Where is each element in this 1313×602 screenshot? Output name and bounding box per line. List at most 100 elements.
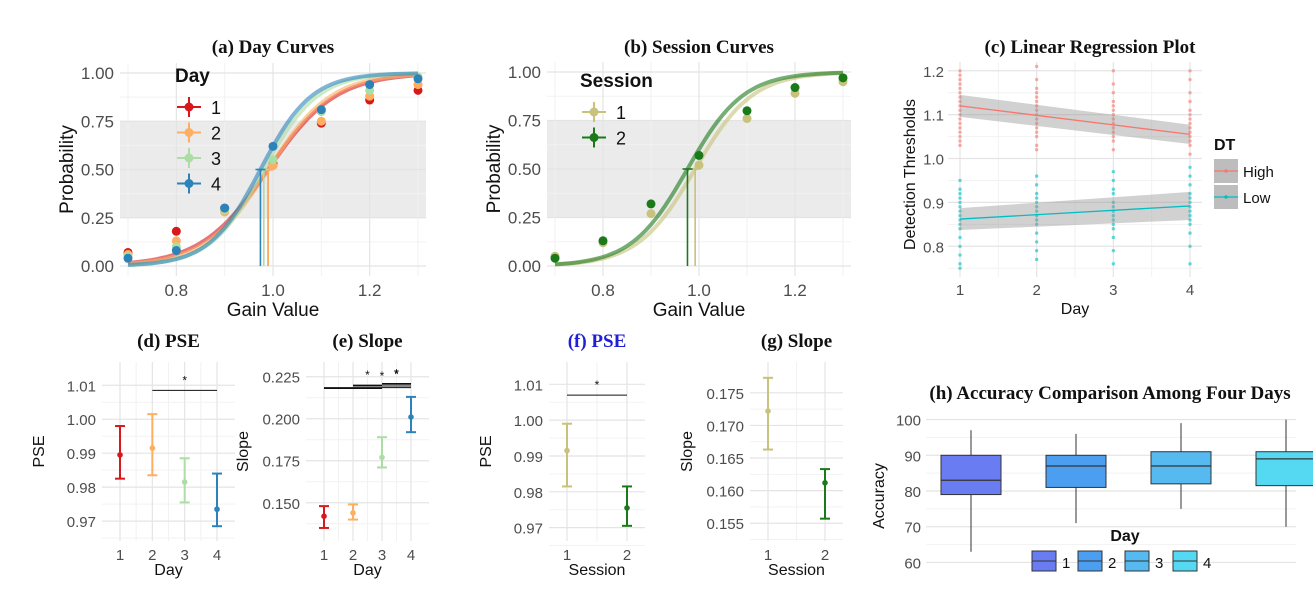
y-axis-label: Probability (484, 124, 505, 213)
scatter-point (1188, 69, 1192, 73)
scatter-point (1111, 148, 1116, 152)
x-tick-label: 2 (349, 547, 357, 564)
confidence-band-Low (960, 191, 1190, 231)
scatter-point (1188, 213, 1192, 218)
x-axis-label: Session (569, 562, 626, 579)
scatter-point (1188, 244, 1192, 248)
legend-key-point (1224, 195, 1228, 199)
y-tick-label: 0.00 (81, 257, 114, 276)
scatter-point (1188, 91, 1192, 95)
scatter-point (1188, 77, 1192, 82)
scatter-point (958, 134, 962, 139)
legend-title: Day (175, 66, 210, 87)
scatter-point (1034, 209, 1039, 213)
y-axis-label: Slope (235, 431, 252, 472)
scatter-point (1034, 196, 1039, 200)
data-point (171, 246, 181, 256)
scatter-point (958, 253, 962, 257)
y-tick-label: 0.175 (262, 454, 300, 471)
mean-point (765, 408, 771, 414)
scatter-point (1034, 130, 1039, 134)
x-tick-label: 2 (148, 547, 156, 564)
scatter-point (1034, 121, 1039, 126)
y-tick-label: 0.00 (508, 257, 541, 276)
scatter-point (1034, 257, 1039, 262)
scatter-point (1034, 86, 1039, 91)
data-point (694, 160, 704, 170)
legend-label: 1 (616, 103, 626, 123)
scatter-point (1034, 117, 1039, 121)
scatter-point (1034, 174, 1039, 178)
x-axis-label: Day (353, 562, 381, 579)
box-day-4 (1255, 451, 1313, 487)
panel-c: 0.8 0.9 1.0 1.1 1.2 1 2 3 4 Day Detection Threshol… (902, 37, 1274, 318)
panel-title: (e) Slope (332, 331, 402, 352)
x-tick-label: 1 (563, 547, 571, 564)
mean-point (379, 454, 385, 461)
scatter-point (1034, 222, 1039, 227)
legend-label: 1 (1062, 555, 1070, 572)
scatter-point (1034, 104, 1039, 108)
scatter-point (1111, 117, 1116, 121)
significance-star: * (182, 373, 187, 387)
legend-label: 2 (616, 129, 626, 149)
scatter-point (958, 69, 962, 73)
y-tick-label: 0.25 (81, 209, 114, 228)
panel-title: (b) Session Curves (624, 37, 774, 58)
scatter-point (1111, 69, 1116, 73)
y-tick-label: 1.1 (923, 108, 944, 125)
scatter-point (1111, 134, 1116, 139)
scatter-point (958, 178, 962, 183)
scatter-point (1034, 77, 1039, 82)
y-tick-label: 0.150 (262, 496, 300, 513)
panel-title: (f) PSE (568, 331, 627, 352)
scatter-point (1034, 108, 1039, 112)
legend-label: 1 (211, 98, 221, 118)
x-axis-label: Day (154, 562, 182, 579)
box-day-2 (1045, 454, 1107, 488)
scatter-point (958, 126, 962, 130)
scatter-point (1034, 240, 1039, 244)
scatter-point (958, 227, 962, 231)
x-tick-label: 2 (821, 547, 829, 564)
scatter-point (958, 112, 962, 117)
panel-title: (d) PSE (137, 331, 200, 352)
panel-a: 0.00 0.25 0.50 0.75 1.00 0.8 1.0 1.2 Gain Value P… (57, 37, 426, 321)
y-tick-label: 0.50 (81, 161, 114, 180)
data-point (413, 74, 423, 84)
panel-title: (h) Accuracy Comparison Among Four Days (929, 383, 1290, 404)
y-tick-label: 0.225 (262, 370, 300, 387)
y-tick-label: 1.00 (81, 64, 114, 83)
data-point (550, 253, 560, 263)
scatter-point (1188, 117, 1192, 121)
mean-point (564, 447, 570, 454)
y-tick-label: 0.98 (514, 485, 543, 502)
y-tick-label: 1.01 (67, 378, 96, 395)
scatter-point (1111, 139, 1116, 143)
legend-key-point (589, 133, 599, 142)
scatter-point (1111, 91, 1116, 95)
scatter-point (1111, 178, 1116, 183)
scatter-point (1111, 126, 1116, 130)
x-tick-label: 0.8 (591, 281, 615, 300)
mean-point (408, 414, 414, 420)
scatter-point (1034, 191, 1039, 196)
scatter-point (958, 266, 962, 270)
y-tick-label: 0.155 (706, 516, 744, 533)
scatter-point (1188, 209, 1192, 213)
scatter-point (1034, 200, 1039, 205)
mean-point (214, 506, 220, 513)
legend-title: Day (1110, 528, 1139, 545)
box-day-3 (1150, 451, 1212, 485)
panel-title: (c) Linear Regression Plot (985, 37, 1197, 58)
legend-title: DT (1214, 137, 1236, 154)
scatter-point (1188, 121, 1192, 126)
significance-star: * (595, 378, 600, 392)
scatter-point (1111, 227, 1116, 231)
legend-key-point (589, 107, 599, 117)
panel-title: (g) Slope (761, 331, 832, 352)
data-point (123, 253, 133, 263)
legend-key-point (184, 102, 194, 112)
scatter-point (958, 95, 962, 99)
legend-label: 4 (1203, 555, 1211, 572)
